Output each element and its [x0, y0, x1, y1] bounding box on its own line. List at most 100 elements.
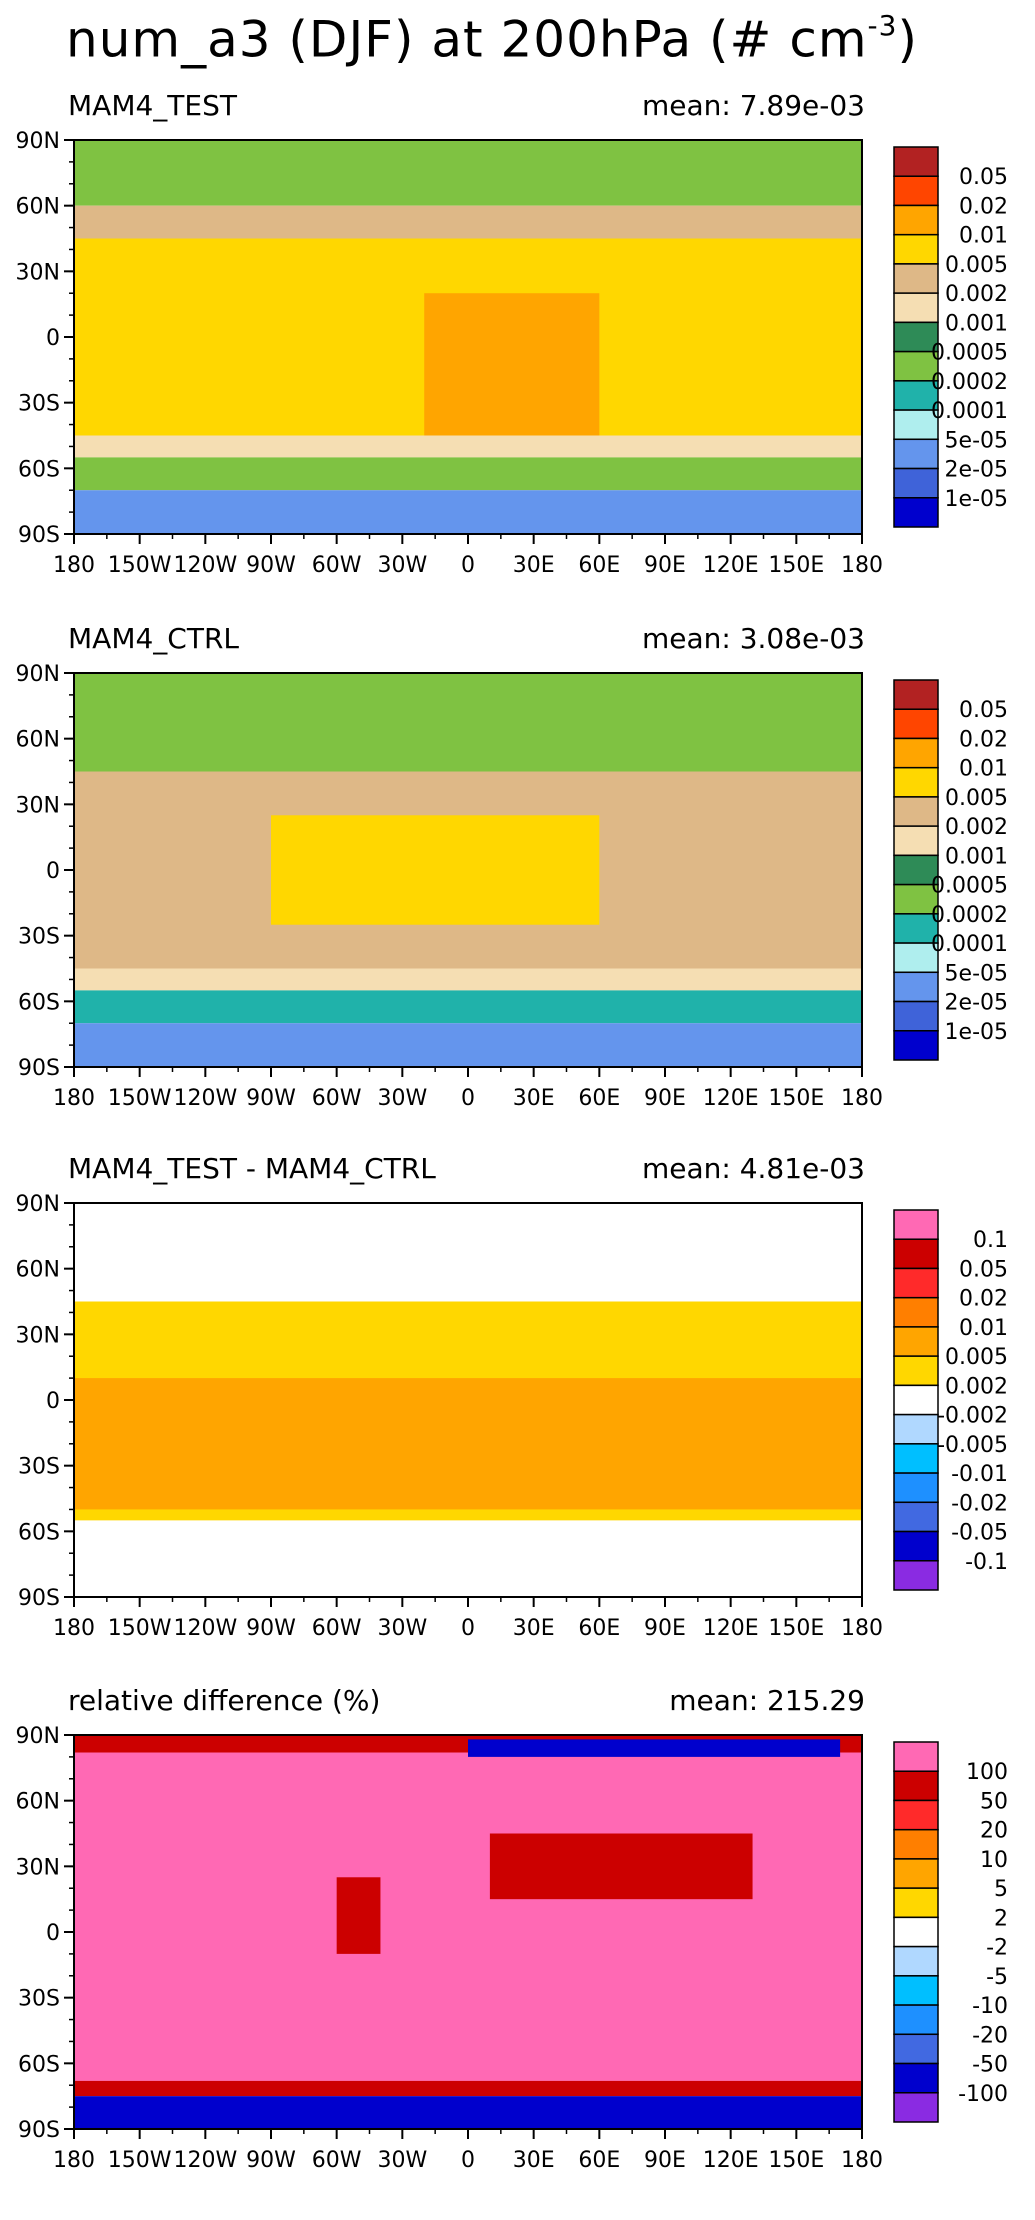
colorbar-swatch: [893, 2033, 939, 2065]
y-tick-label: 90N: [16, 1724, 60, 1749]
colorbar-label: -0.005: [937, 1433, 1008, 1458]
colorbar-swatch: [893, 204, 939, 236]
contour-band: [74, 205, 862, 239]
x-tick-label: 0: [461, 1086, 475, 1111]
colorbar-label: 0.02: [959, 1287, 1008, 1312]
colorbar-swatch: [893, 2062, 939, 2094]
x-tick-label: 90E: [644, 553, 686, 578]
colorbar-label: 0.05: [959, 698, 1008, 723]
panel-relative-difference: relative difference (%) mean: 215.29 180…: [0, 1680, 1035, 2220]
colorbar-swatch: [893, 146, 939, 177]
x-tick-label: 30E: [513, 1616, 555, 1641]
colorbar-label: 0.01: [959, 1316, 1008, 1341]
contour-band: [74, 2080, 862, 2097]
colorbar-label: 50: [980, 1789, 1008, 1814]
contour-band: [74, 490, 862, 534]
colorbar-label: 0.005: [945, 786, 1008, 811]
colorbar-label: 0.001: [945, 311, 1008, 336]
panel-plot: 180 150W 120W 90W 60W 30W 0 30E 60E 90E 120E 150E 18…: [16, 1724, 1008, 2173]
colorbar-swatch: [893, 913, 939, 944]
colorbar-swatch: [893, 1501, 939, 1533]
y-tick-label: 90S: [18, 1056, 60, 1081]
y-tick-label: 30S: [18, 925, 60, 950]
colorbar-swatch: [893, 438, 939, 470]
colorbar-swatch: [893, 2004, 939, 2036]
contour-band: [74, 673, 862, 772]
colorbar-swatch: [893, 1238, 939, 1270]
x-tick-label: 60E: [578, 553, 620, 578]
x-tick-label: 150W: [108, 2148, 172, 2173]
colorbar-swatch: [893, 1209, 939, 1240]
panel-mean: mean: 215.29: [669, 1684, 865, 1717]
x-tick-label: 30W: [377, 1086, 427, 1111]
contour-band: [74, 1203, 862, 1291]
y-tick-label: 60N: [16, 728, 60, 753]
y-tick-label: 60N: [16, 195, 60, 220]
colorbar-swatch: [893, 2092, 939, 2123]
colorbar-swatch: [893, 1326, 939, 1357]
x-tick-label: 120E: [703, 2148, 759, 2173]
contour-band: [468, 1739, 841, 1757]
x-tick-label: 60E: [578, 2148, 620, 2173]
x-tick-label: 120W: [173, 1616, 237, 1641]
colorbar-swatch: [893, 467, 939, 499]
x-tick-label: 120W: [173, 553, 237, 578]
contour-band: [74, 2096, 862, 2129]
colorbar-swatch: [893, 1413, 939, 1445]
colorbar-swatch: [893, 942, 939, 974]
x-tick-label: 120E: [703, 1616, 759, 1641]
panel-plot: 180 150W 120W 90W 60W 30W 0 30E 60E 90E 120E 150E 18…: [16, 662, 1008, 1111]
y-tick-label: 60S: [18, 457, 60, 482]
contour-band: [271, 815, 600, 925]
x-tick-label: 180: [53, 553, 95, 578]
colorbar-swatch: [893, 263, 939, 294]
x-tick-label: 90W: [246, 1086, 296, 1111]
colorbar-label: 0.05: [959, 165, 1008, 190]
x-tick-label: 150E: [768, 553, 824, 578]
colorbar-label: -50: [972, 2053, 1008, 2078]
x-tick-label: 0: [461, 1616, 475, 1641]
y-tick-label: 30N: [16, 260, 60, 285]
colorbar-label: 0.0005: [931, 341, 1008, 366]
colorbar-swatch: [893, 1355, 939, 1387]
colorbar-swatch: [893, 1030, 939, 1061]
colorbar-label: -10: [972, 1994, 1008, 2019]
contour-band: [74, 435, 862, 458]
colorbar-swatch: [893, 766, 939, 798]
colorbar-swatch: [893, 1296, 939, 1328]
x-tick-label: 60W: [312, 1086, 362, 1111]
contour-band: [424, 293, 600, 443]
colorbar-swatch: [893, 1472, 939, 1504]
colorbar-swatch: [893, 292, 939, 324]
colorbar-label: -100: [958, 2082, 1008, 2107]
panel-title: MAM4_CTRL: [68, 622, 239, 655]
y-tick-label: 60N: [16, 1258, 60, 1283]
y-tick-label: 30S: [18, 1987, 60, 2012]
contour-band: [74, 990, 862, 1024]
panel-mean: mean: 4.81e-03: [641, 1152, 865, 1185]
colorbar-label: 2e-05: [945, 458, 1008, 483]
colorbar-swatch: [893, 1000, 939, 1032]
panel-plot: 180 150W 120W 90W 60W 30W 0 30E 60E 90E 120E 150E 18…: [16, 1192, 1008, 1641]
y-tick-label: 30N: [16, 793, 60, 818]
x-tick-label: 60W: [312, 2148, 362, 2173]
y-tick-label: 90N: [16, 1192, 60, 1217]
contour-band: [74, 1520, 862, 1597]
x-tick-label: 180: [53, 1616, 95, 1641]
colorbar-label: 0.005: [945, 253, 1008, 278]
colorbar-label: 0.1: [973, 1228, 1008, 1253]
colorbar-label: 5e-05: [945, 428, 1008, 453]
colorbar-swatch: [893, 233, 939, 265]
y-tick-label: 30N: [16, 1855, 60, 1880]
colorbar-label: 2e-05: [945, 991, 1008, 1016]
colorbar-label: 1e-05: [945, 1020, 1008, 1045]
x-tick-label: 120E: [703, 553, 759, 578]
x-tick-label: 60W: [312, 1616, 362, 1641]
y-tick-label: 0: [46, 326, 60, 351]
colorbar-swatch: [893, 883, 939, 915]
colorbar-swatch: [893, 1799, 939, 1831]
x-tick-label: 30E: [513, 1086, 555, 1111]
y-tick-label: 60S: [18, 2052, 60, 2077]
colorbar-label: 10: [980, 1848, 1008, 1873]
y-tick-label: 0: [46, 1921, 60, 1946]
